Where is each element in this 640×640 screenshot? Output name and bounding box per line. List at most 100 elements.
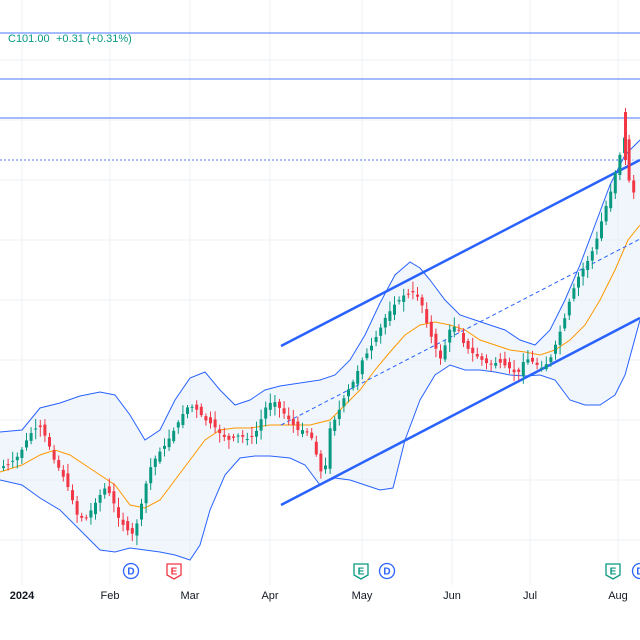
candle-body bbox=[466, 340, 470, 349]
candle-body bbox=[526, 359, 530, 363]
candle bbox=[457, 324, 461, 333]
candle bbox=[462, 328, 465, 347]
candle-body bbox=[558, 331, 562, 345]
bollinger-band-fill bbox=[0, 140, 640, 560]
candle bbox=[448, 324, 452, 352]
candle bbox=[94, 498, 97, 520]
dividend-marker[interactable]: D bbox=[631, 562, 640, 580]
candle bbox=[291, 409, 295, 433]
candle bbox=[84, 514, 88, 521]
candle bbox=[604, 200, 608, 226]
candle bbox=[158, 447, 162, 464]
candle-body bbox=[443, 345, 447, 360]
dividend-marker-badge bbox=[378, 562, 396, 580]
trend-channel[interactable] bbox=[280, 158, 640, 507]
candle bbox=[475, 347, 479, 359]
horizontal-lines[interactable] bbox=[0, 32, 640, 161]
candle-body bbox=[549, 357, 553, 363]
candle bbox=[190, 404, 194, 413]
candle bbox=[135, 519, 139, 546]
candle-body bbox=[140, 503, 143, 520]
channel-median-line[interactable] bbox=[280, 238, 640, 426]
candle-body bbox=[347, 389, 350, 397]
candle-body bbox=[287, 415, 291, 420]
x-axis: 2024 Feb Mar Apr May Jun Jul Aug bbox=[10, 590, 628, 602]
candlesticks bbox=[2, 108, 636, 546]
candle bbox=[558, 325, 562, 355]
candle-body bbox=[388, 311, 392, 321]
candle-body bbox=[305, 431, 309, 433]
candle bbox=[351, 379, 355, 391]
candle-body bbox=[383, 317, 387, 328]
candle-body bbox=[25, 440, 28, 448]
earnings-marker[interactable]: E bbox=[166, 563, 182, 580]
candle-body bbox=[107, 486, 111, 494]
candle bbox=[503, 351, 507, 369]
x-tick-label: 2024 bbox=[10, 590, 35, 602]
candle-body bbox=[66, 473, 70, 488]
candle-body bbox=[61, 469, 65, 477]
candle-body bbox=[20, 449, 24, 458]
candle-body bbox=[333, 419, 337, 431]
candle bbox=[328, 421, 332, 474]
candle bbox=[34, 418, 38, 440]
candle bbox=[613, 170, 617, 200]
candle bbox=[278, 399, 281, 418]
candle bbox=[577, 272, 580, 297]
candle bbox=[172, 427, 176, 444]
candle-body bbox=[245, 439, 249, 441]
candle-body bbox=[282, 408, 286, 414]
candle-body bbox=[209, 417, 212, 424]
candle bbox=[406, 288, 410, 299]
candle-body bbox=[153, 458, 157, 467]
candle-body bbox=[406, 293, 410, 295]
candle-body bbox=[222, 434, 226, 437]
candle-body bbox=[563, 318, 567, 329]
candle bbox=[383, 314, 387, 335]
candle-body bbox=[190, 406, 194, 408]
candle bbox=[632, 174, 636, 199]
candle-body bbox=[485, 358, 488, 364]
candle bbox=[489, 359, 493, 372]
candle-body bbox=[411, 291, 415, 293]
channel-lower-line[interactable] bbox=[280, 316, 640, 507]
candle bbox=[337, 400, 341, 426]
candle-body bbox=[517, 369, 521, 372]
candle-body bbox=[241, 435, 245, 437]
candle-body bbox=[609, 191, 613, 209]
channel-upper-line[interactable] bbox=[280, 158, 640, 348]
candle bbox=[181, 405, 185, 429]
candle-body bbox=[94, 502, 97, 515]
candle-body bbox=[457, 329, 461, 331]
candle-body bbox=[402, 295, 406, 302]
candle bbox=[494, 357, 498, 369]
marker-letter: D bbox=[383, 567, 390, 578]
candle bbox=[38, 419, 42, 437]
candle-body bbox=[475, 354, 479, 357]
candle bbox=[57, 455, 61, 471]
candle bbox=[20, 446, 24, 464]
candle bbox=[508, 357, 511, 374]
candle-body bbox=[236, 435, 240, 437]
earnings-marker[interactable]: E bbox=[353, 563, 369, 580]
marker-letter: E bbox=[358, 567, 365, 578]
candle-body bbox=[434, 333, 438, 349]
candle-body bbox=[572, 288, 576, 299]
candle bbox=[264, 401, 268, 427]
candle bbox=[572, 283, 576, 302]
candle-body bbox=[80, 515, 84, 518]
candle-body bbox=[38, 425, 42, 428]
earnings-marker[interactable]: E bbox=[605, 563, 621, 580]
dividend-marker[interactable]: D bbox=[378, 562, 396, 580]
candle-body bbox=[172, 430, 176, 442]
x-tick-label: Feb bbox=[101, 590, 120, 602]
candle-body bbox=[567, 301, 571, 316]
event-markers[interactable]: DEEDED bbox=[122, 562, 640, 580]
candle bbox=[544, 356, 548, 372]
dividend-marker-badge bbox=[122, 562, 140, 580]
dividend-marker[interactable]: D bbox=[122, 562, 140, 580]
candle bbox=[411, 281, 415, 300]
candle-body bbox=[544, 364, 548, 370]
candle-body bbox=[149, 467, 153, 484]
